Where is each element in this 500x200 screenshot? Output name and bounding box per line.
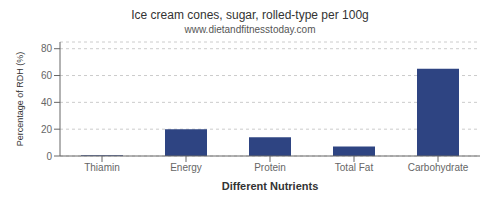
svg-text:0: 0 — [46, 151, 52, 162]
svg-text:Energy: Energy — [170, 162, 202, 173]
svg-text:40: 40 — [41, 97, 53, 108]
svg-text:Carbohydrate: Carbohydrate — [408, 162, 469, 173]
svg-text:Total Fat: Total Fat — [335, 162, 374, 173]
svg-text:Protein: Protein — [254, 162, 286, 173]
svg-text:Thiamin: Thiamin — [84, 162, 120, 173]
svg-text:Percentage of RDH (%): Percentage of RDH (%) — [15, 52, 25, 147]
html-text:Ice cream cones, sugar, rolled: Ice cream cones, sugar, rolled-type per … — [131, 8, 369, 22]
svg-text:60: 60 — [41, 70, 53, 81]
html-text:www.dietandfitnesstoday.com: www.dietandfitnesstoday.com — [184, 24, 316, 35]
svg-text:Different Nutrients: Different Nutrients — [222, 180, 319, 190]
svg-text:20: 20 — [41, 124, 53, 135]
svg-text:80: 80 — [41, 43, 53, 54]
